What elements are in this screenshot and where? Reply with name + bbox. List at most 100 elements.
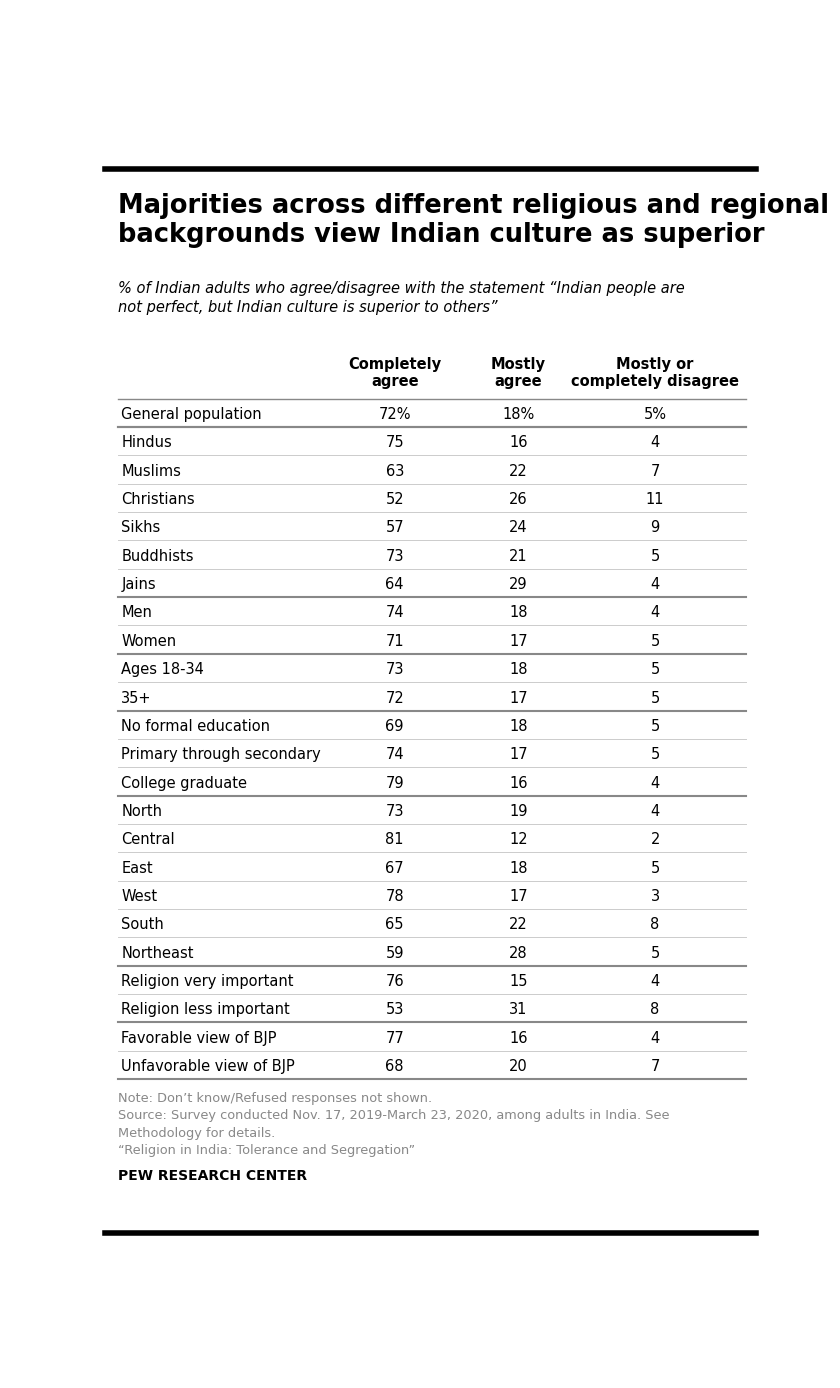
Text: Completely
agree: Completely agree — [348, 357, 441, 389]
Text: 7: 7 — [650, 1059, 659, 1074]
Text: Mostly or
completely disagree: Mostly or completely disagree — [571, 357, 739, 389]
Text: East: East — [121, 861, 153, 876]
Text: 64: 64 — [386, 577, 404, 593]
Text: Religion very important: Religion very important — [121, 974, 294, 990]
Text: 74: 74 — [386, 747, 404, 762]
Text: 4: 4 — [650, 776, 659, 791]
Text: West: West — [121, 890, 157, 904]
Text: 18: 18 — [509, 719, 528, 734]
Text: 73: 73 — [386, 804, 404, 819]
Text: 16: 16 — [509, 776, 528, 791]
Text: 11: 11 — [646, 493, 664, 507]
Text: 28: 28 — [509, 945, 528, 960]
Text: North: North — [121, 804, 162, 819]
Text: Primary through secondary: Primary through secondary — [121, 747, 321, 762]
Text: 5: 5 — [650, 747, 659, 762]
Text: 5: 5 — [650, 861, 659, 876]
Text: 75: 75 — [386, 436, 404, 450]
Text: 7: 7 — [650, 464, 659, 479]
Text: 77: 77 — [386, 1031, 404, 1045]
Text: Men: Men — [121, 605, 152, 620]
Text: 26: 26 — [509, 493, 528, 507]
Text: 59: 59 — [386, 945, 404, 960]
Text: College graduate: College graduate — [121, 776, 247, 791]
Text: 22: 22 — [509, 464, 528, 479]
Text: 4: 4 — [650, 1031, 659, 1045]
Text: 76: 76 — [386, 974, 404, 990]
Text: 57: 57 — [386, 520, 404, 536]
Text: 68: 68 — [386, 1059, 404, 1074]
Text: Ages 18-34: Ages 18-34 — [121, 662, 204, 677]
Text: 71: 71 — [386, 634, 404, 648]
Text: 20: 20 — [509, 1059, 528, 1074]
Text: 16: 16 — [509, 436, 528, 450]
Text: Unfavorable view of BJP: Unfavorable view of BJP — [121, 1059, 295, 1074]
Text: 17: 17 — [509, 890, 528, 904]
Text: 8: 8 — [650, 1002, 659, 1017]
Text: Buddhists: Buddhists — [121, 548, 194, 564]
Text: Favorable view of BJP: Favorable view of BJP — [121, 1031, 276, 1045]
Text: 22: 22 — [509, 917, 528, 933]
Text: Christians: Christians — [121, 493, 195, 507]
Text: 18: 18 — [509, 605, 528, 620]
Text: Central: Central — [121, 833, 175, 847]
Text: Jains: Jains — [121, 577, 156, 593]
Text: 16: 16 — [509, 1031, 528, 1045]
Text: South: South — [121, 917, 164, 933]
Text: 74: 74 — [386, 605, 404, 620]
Text: 8: 8 — [650, 917, 659, 933]
Text: 9: 9 — [650, 520, 659, 536]
Text: 4: 4 — [650, 974, 659, 990]
Text: 17: 17 — [509, 691, 528, 705]
Text: Note: Don’t know/Refused responses not shown.
Source: Survey conducted Nov. 17, : Note: Don’t know/Refused responses not s… — [118, 1092, 669, 1158]
Text: Muslims: Muslims — [121, 464, 181, 479]
Text: 18%: 18% — [502, 407, 534, 422]
Text: 15: 15 — [509, 974, 528, 990]
Text: 5: 5 — [650, 662, 659, 677]
Text: 5: 5 — [650, 945, 659, 960]
Text: 5%: 5% — [643, 407, 667, 422]
Text: 72%: 72% — [379, 407, 411, 422]
Text: 73: 73 — [386, 548, 404, 564]
Text: 67: 67 — [386, 861, 404, 876]
Text: 4: 4 — [650, 436, 659, 450]
Text: 31: 31 — [509, 1002, 528, 1017]
Text: Religion less important: Religion less important — [121, 1002, 290, 1017]
Text: 24: 24 — [509, 520, 528, 536]
Text: 21: 21 — [509, 548, 528, 564]
Text: Mostly
agree: Mostly agree — [491, 357, 546, 389]
Text: 4: 4 — [650, 605, 659, 620]
Text: 81: 81 — [386, 833, 404, 847]
Text: 35+: 35+ — [121, 691, 152, 705]
Text: Majorities across different religious and regional
backgrounds view Indian cultu: Majorities across different religious an… — [118, 193, 829, 248]
Text: 18: 18 — [509, 662, 528, 677]
Text: 78: 78 — [386, 890, 404, 904]
Text: 29: 29 — [509, 577, 528, 593]
Text: 72: 72 — [386, 691, 404, 705]
Text: 79: 79 — [386, 776, 404, 791]
Text: 5: 5 — [650, 719, 659, 734]
Text: 5: 5 — [650, 691, 659, 705]
Text: 73: 73 — [386, 662, 404, 677]
Text: 17: 17 — [509, 747, 528, 762]
Text: 19: 19 — [509, 804, 528, 819]
Text: Hindus: Hindus — [121, 436, 172, 450]
Text: 5: 5 — [650, 634, 659, 648]
Text: 3: 3 — [650, 890, 659, 904]
Text: 4: 4 — [650, 804, 659, 819]
Text: 17: 17 — [509, 634, 528, 648]
Text: PEW RESEARCH CENTER: PEW RESEARCH CENTER — [118, 1169, 307, 1183]
Text: 12: 12 — [509, 833, 528, 847]
Text: 5: 5 — [650, 548, 659, 564]
Text: Sikhs: Sikhs — [121, 520, 160, 536]
Text: Northeast: Northeast — [121, 945, 194, 960]
Text: General population: General population — [121, 407, 262, 422]
Text: % of Indian adults who agree/disagree with the statement “Indian people are
not : % of Indian adults who agree/disagree wi… — [118, 280, 685, 315]
Text: 52: 52 — [386, 493, 404, 507]
Text: 63: 63 — [386, 464, 404, 479]
Text: 2: 2 — [650, 833, 659, 847]
Text: No formal education: No formal education — [121, 719, 270, 734]
Text: 53: 53 — [386, 1002, 404, 1017]
Text: 18: 18 — [509, 861, 528, 876]
Text: 69: 69 — [386, 719, 404, 734]
